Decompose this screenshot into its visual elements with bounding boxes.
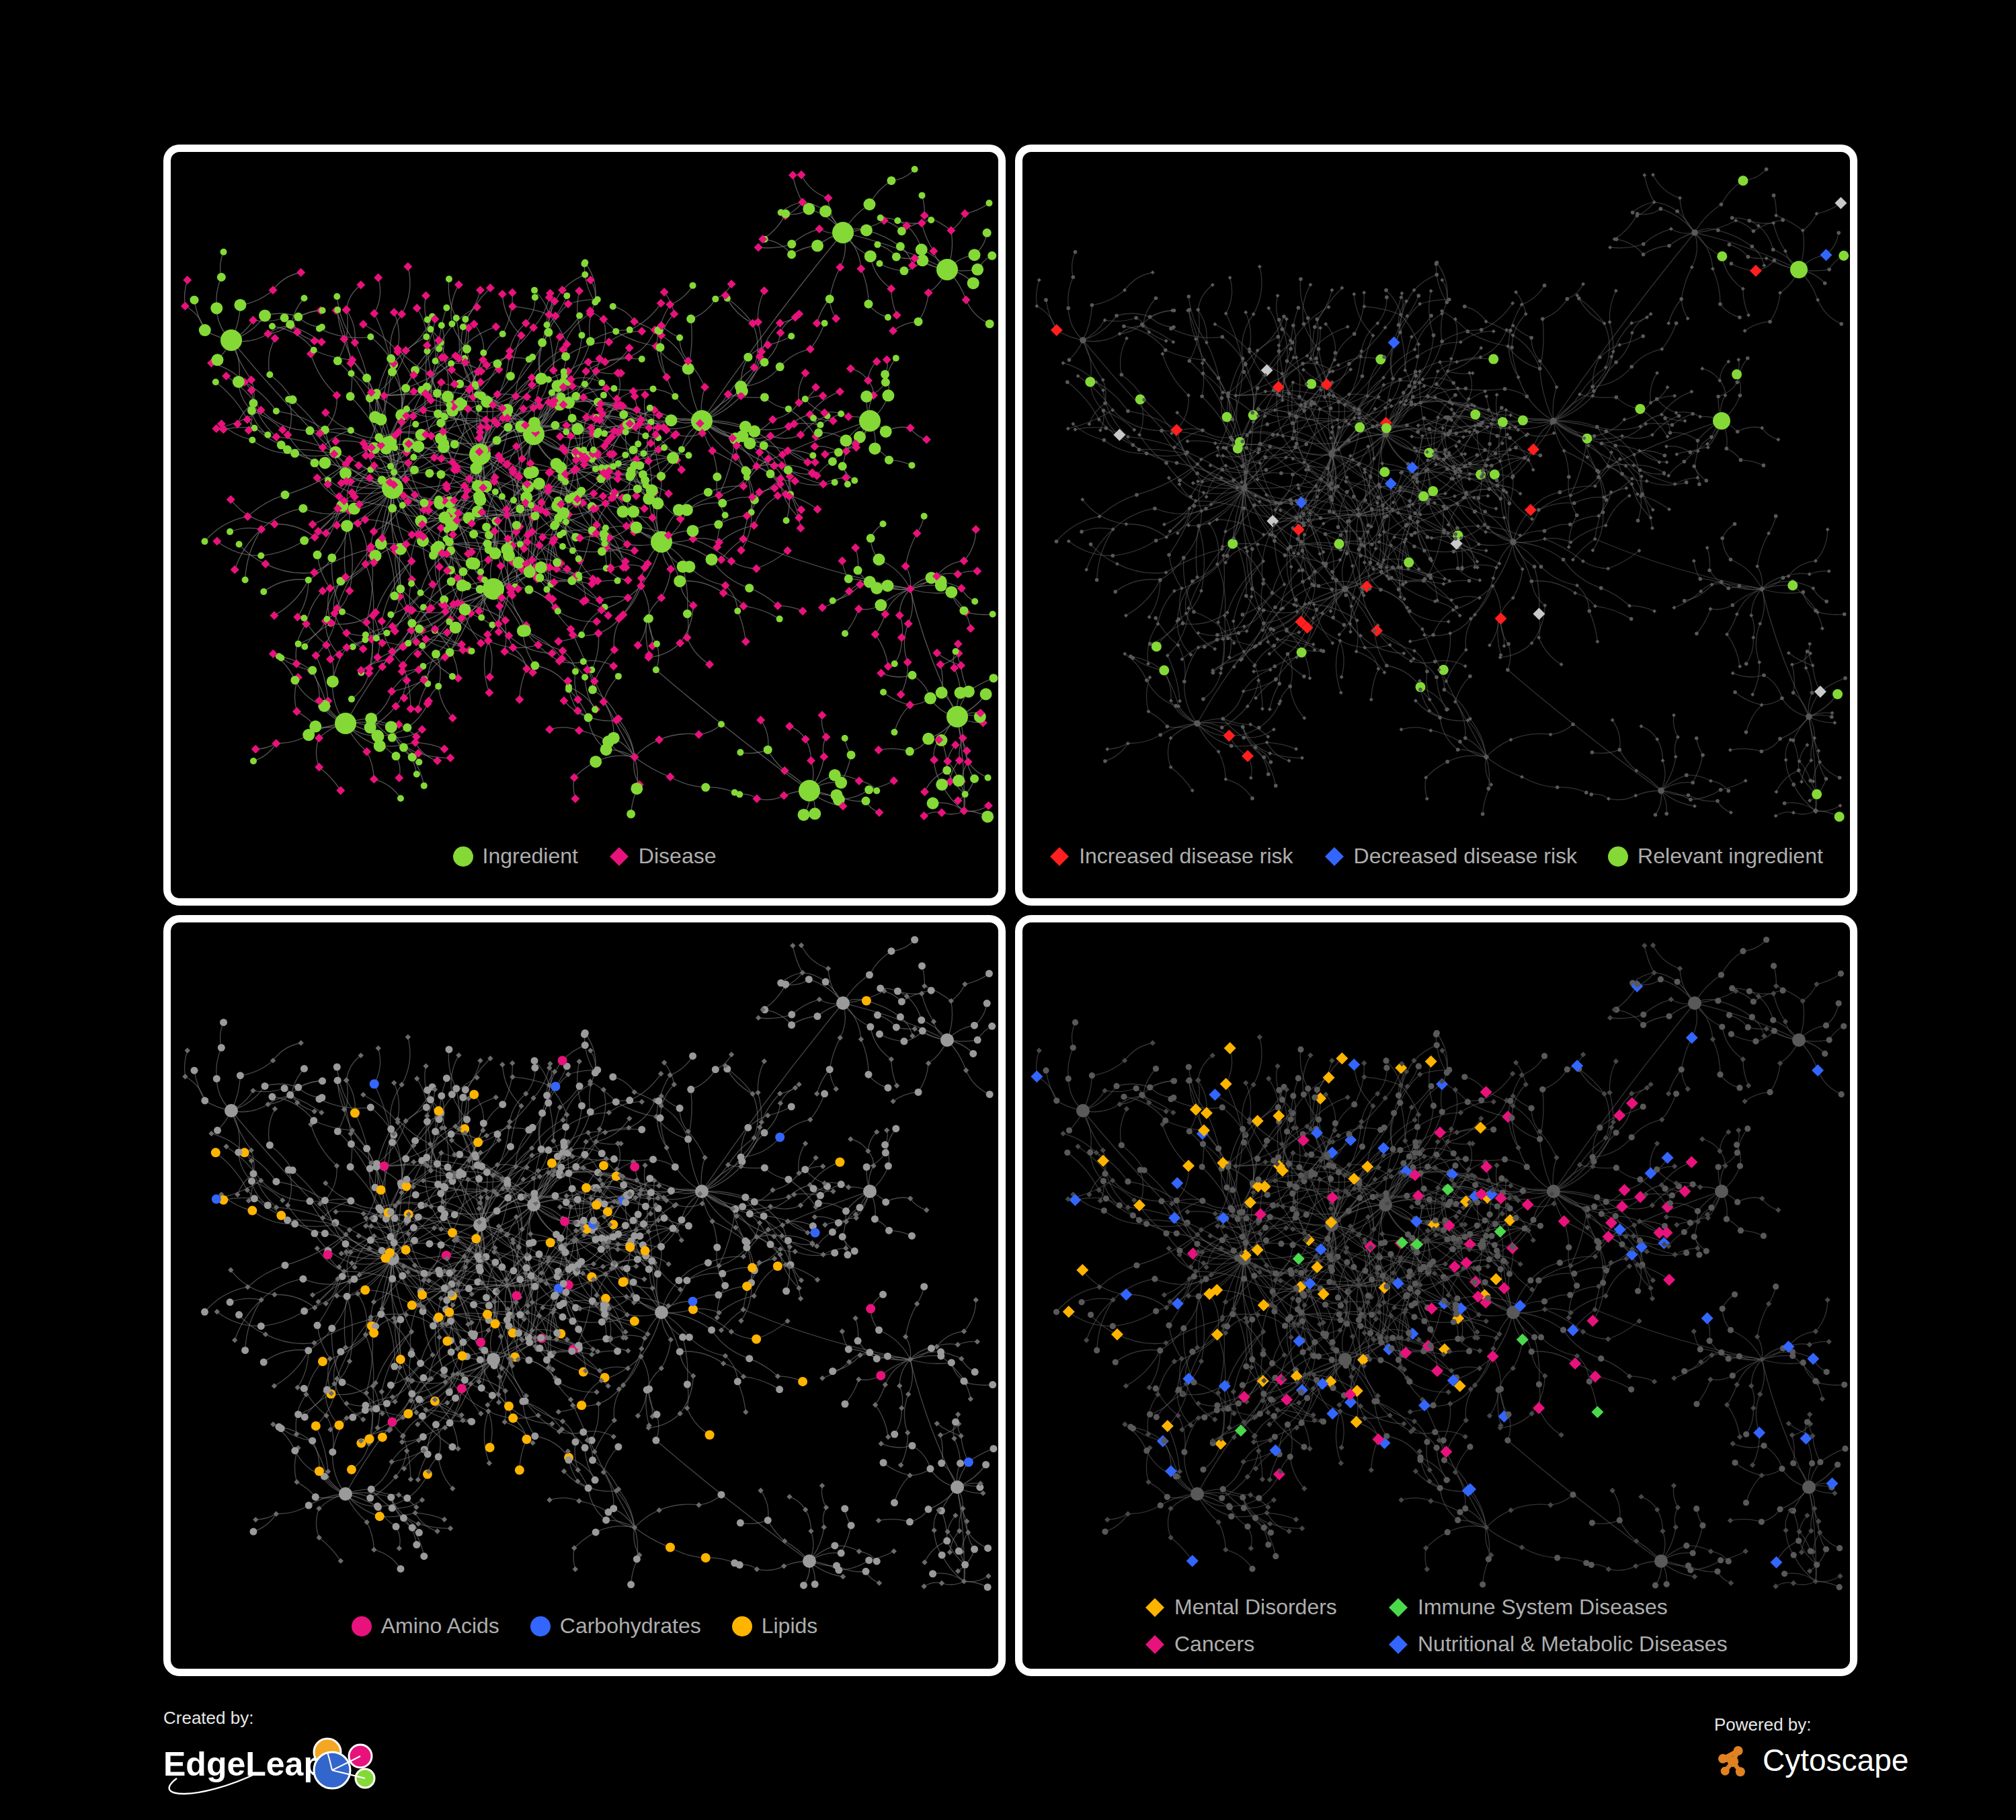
svg-text:EdgeLeap: EdgeLeap bbox=[163, 1745, 324, 1783]
